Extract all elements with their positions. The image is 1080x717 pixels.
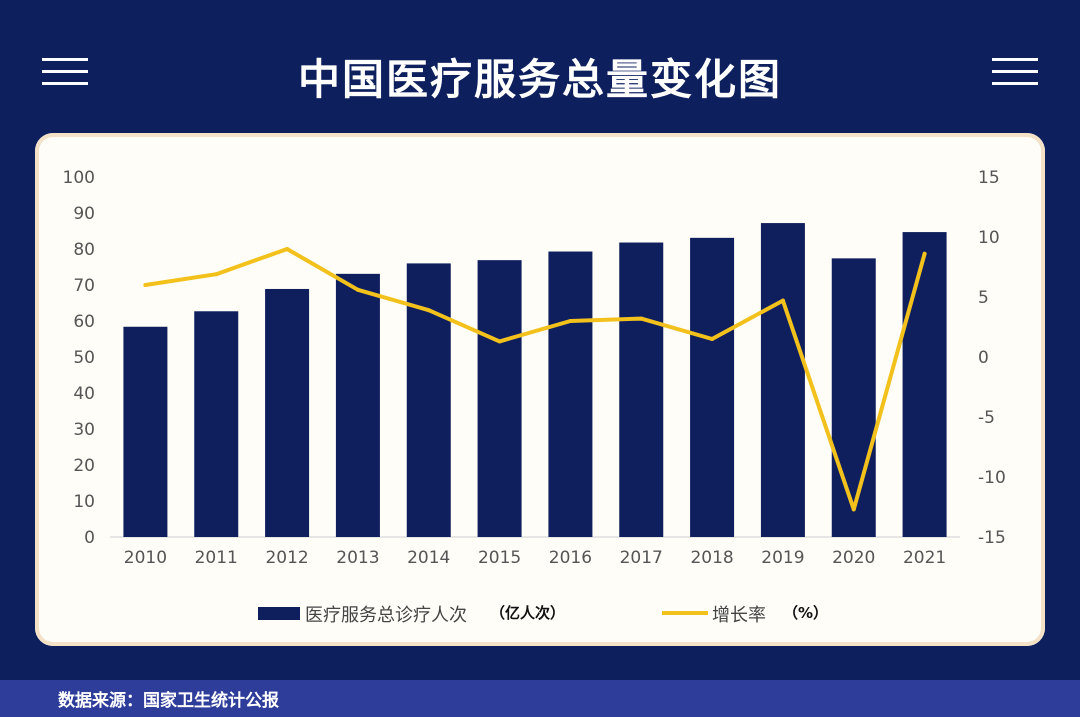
bar-2021 xyxy=(902,232,947,537)
right-axis-tick-label: 15 xyxy=(978,168,1000,188)
bar-2011 xyxy=(194,311,239,537)
bar-2015 xyxy=(477,260,522,537)
growth-point-2018 xyxy=(710,337,715,341)
right-axis-tick-label: -15 xyxy=(978,528,1006,548)
legend-line-unit: （%） xyxy=(783,604,828,622)
growth-point-2010 xyxy=(143,283,148,287)
growth-point-2019 xyxy=(780,298,785,303)
growth-point-2012 xyxy=(285,247,290,251)
growth-point-2017 xyxy=(639,316,644,321)
left-axis-tick-label: 90 xyxy=(73,204,95,224)
right-axis-tick-label: 10 xyxy=(978,228,1000,248)
left-axis-tick-label: 30 xyxy=(73,420,95,440)
x-axis-tick-label: 2021 xyxy=(903,548,946,568)
right-axis-tick-label: -10 xyxy=(978,468,1006,488)
menu-icon-right[interactable] xyxy=(992,58,1038,94)
x-axis-tick-label: 2015 xyxy=(478,548,521,568)
growth-point-2011 xyxy=(214,272,219,277)
growth-point-2016 xyxy=(568,319,573,323)
left-axis-tick-label: 70 xyxy=(73,276,95,296)
bar-2010 xyxy=(123,326,168,537)
x-axis-tick-label: 2012 xyxy=(265,548,308,568)
bar-2020 xyxy=(831,258,876,537)
page-title: 中国医疗服务总量变化图 xyxy=(297,55,782,104)
left-axis-tick-label: 10 xyxy=(73,492,95,512)
left-axis-tick-label: 100 xyxy=(63,168,95,188)
left-axis-tick-label: 0 xyxy=(84,528,95,548)
bar-2018 xyxy=(690,237,735,537)
growth-point-2013 xyxy=(355,287,360,292)
legend-bar-unit: （亿人次） xyxy=(490,604,565,622)
growth-point-2021 xyxy=(922,251,927,256)
chart-svg: 0 10 20 30 40 50 60 70 80 90 100 -15 -10 -5 0 5 10 15 2010… xyxy=(63,168,1006,626)
menu-icon-left[interactable] xyxy=(42,58,88,94)
growth-point-2020 xyxy=(851,507,856,512)
x-axis-tick-label: 2013 xyxy=(336,548,379,568)
right-axis-tick-label: 5 xyxy=(978,288,989,308)
bar-2019 xyxy=(760,223,805,537)
x-axis-tick-label: 2020 xyxy=(832,548,875,568)
left-axis-tick-label: 20 xyxy=(73,456,95,476)
left-axis-tick-label: 50 xyxy=(73,348,95,368)
right-axis-tick-label: 0 xyxy=(978,348,989,368)
x-axis-tick-label: 2011 xyxy=(195,548,238,568)
bar-2013 xyxy=(335,273,380,537)
growth-point-2014 xyxy=(426,308,431,313)
growth-point-2015 xyxy=(497,339,502,344)
x-axis-tick-label: 2019 xyxy=(761,548,804,568)
bar-2012 xyxy=(265,288,310,537)
bar-2017 xyxy=(619,242,664,537)
x-axis-tick-label: 2010 xyxy=(124,548,167,568)
legend-bar-label: 医疗服务总诊疗人次 xyxy=(305,605,467,626)
left-axis-tick-label: 60 xyxy=(73,312,95,332)
legend-line-label: 增长率 xyxy=(712,605,766,626)
footer-bar: 数据来源：国家卫生统计公报 xyxy=(0,680,1080,717)
x-axis-tick-label: 2016 xyxy=(549,548,592,568)
left-axis-tick-label: 40 xyxy=(73,384,95,404)
bar-2016 xyxy=(548,251,593,537)
legend-bar-swatch xyxy=(258,607,300,620)
x-axis-tick-label: 2017 xyxy=(620,548,663,568)
x-axis-tick-label: 2014 xyxy=(407,548,450,568)
right-axis-tick-label: -5 xyxy=(978,408,995,428)
left-axis-tick-label: 80 xyxy=(73,240,95,260)
growth-rate-line xyxy=(143,247,927,512)
source-text: 数据来源：国家卫生统计公报 xyxy=(58,691,279,711)
x-axis-tick-label: 2018 xyxy=(690,548,733,568)
